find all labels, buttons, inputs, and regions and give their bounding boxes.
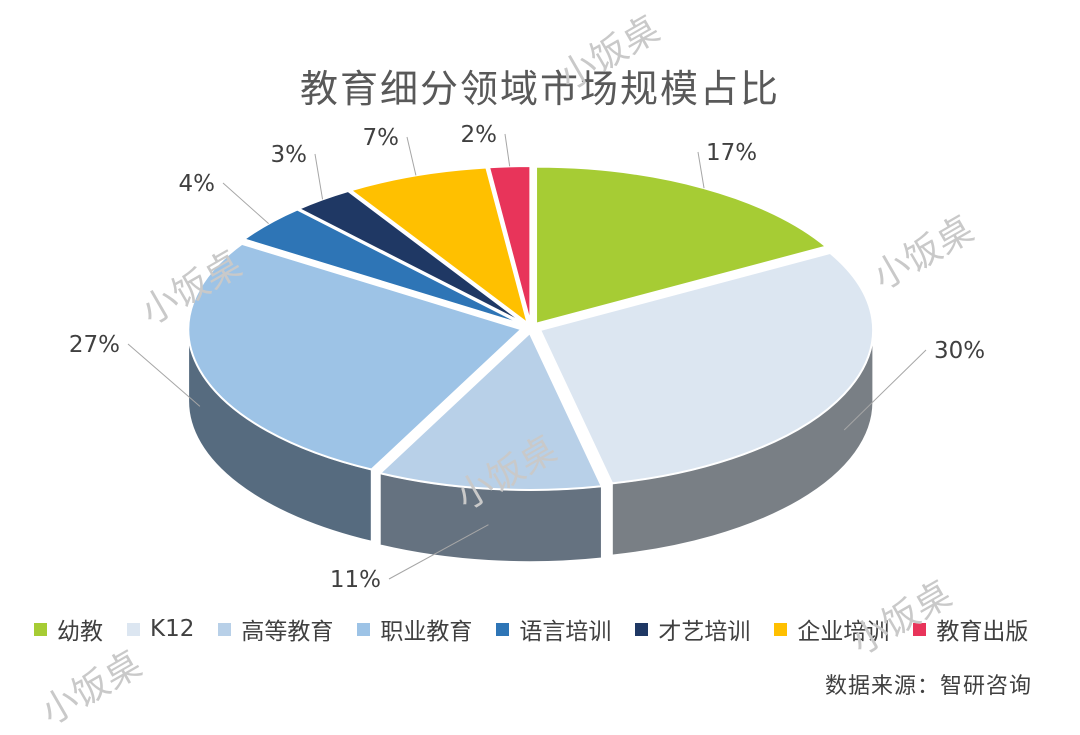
legend-label: 企业培训 [797,619,890,645]
chart-title: 教育细分领域市场规模占比 [299,67,780,111]
data-label: 30% [934,338,985,364]
data-source: 数据来源：智研咨询 [824,674,1032,699]
legend-label: 才艺培训 [658,619,751,645]
label-leader-line [406,136,417,176]
pie-slice [535,165,829,325]
legend-item: 企业培训 [774,612,889,646]
legend-swatch [357,622,371,636]
legend-label: 职业教育 [380,619,473,645]
label-leader-line [127,343,201,407]
label-leader-line [504,133,511,167]
pie-slice [538,251,875,485]
legend-item: 高等教育 [218,612,333,646]
legend-item: 职业教育 [357,612,472,646]
legend-swatch [127,622,140,636]
label-leader-line [314,153,324,200]
label-leader-line [222,182,269,225]
label-leader-line [388,524,489,580]
chart-legend: 幼教 K12 高等教育 职业教育 语言培训 才艺培训 企业培训 教育出版 [34,612,1054,646]
pie-slice [296,189,526,325]
legend-swatch [218,622,232,636]
data-label: 27% [69,332,120,358]
legend-item: 语言培训 [496,612,611,646]
legend-item: 才艺培训 [635,612,750,646]
data-label: 2% [461,122,498,148]
data-label: 3% [271,142,308,168]
pie-slice [187,242,524,471]
legend-item: 幼教 [34,612,103,646]
legend-label: 高等教育 [241,619,334,645]
label-leader-line [843,349,927,431]
legend-swatch [774,622,788,636]
legend-swatch [496,622,510,636]
legend-label: 语言培训 [519,619,612,645]
data-label: 17% [706,140,757,166]
legend-label: 幼教 [57,619,103,645]
data-label: 7% [363,125,400,151]
legend-label: 教育出版 [936,619,1029,645]
pie-slice [377,331,604,491]
legend-swatch [913,622,927,636]
label-leader-line [697,151,705,189]
legend-swatch [34,622,47,636]
data-label: 11% [330,567,381,593]
legend-label: K12 [150,616,195,642]
legend-item: K12 [127,616,194,642]
legend-item: 教育出版 [913,612,1028,646]
legend-swatch [635,622,649,636]
data-label: 4% [179,171,216,197]
